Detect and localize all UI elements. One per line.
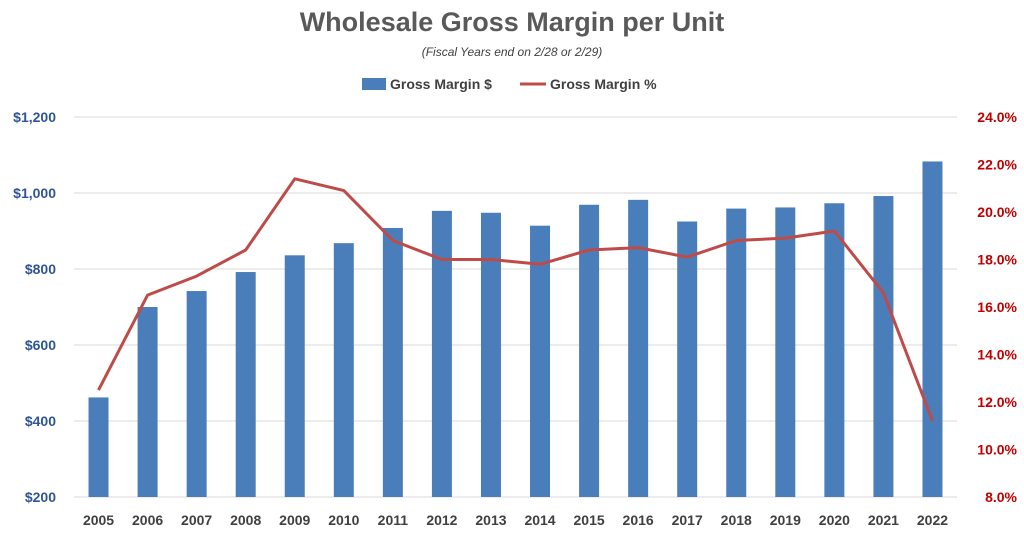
legend-label-gross-margin-dollar: Gross Margin $ [390, 76, 492, 92]
bar-2005 [88, 397, 109, 497]
x-tick-label: 2018 [721, 512, 752, 528]
right-tick-label: 16.0% [977, 299, 1017, 315]
bar-2006 [137, 307, 158, 497]
chart-title: Wholesale Gross Margin per Unit [300, 7, 725, 37]
right-tick-label: 24.0% [977, 109, 1017, 125]
bar-2022 [922, 161, 943, 497]
x-tick-label: 2006 [132, 512, 163, 528]
bar-2017 [677, 221, 698, 497]
left-tick-label: $1,000 [13, 185, 56, 201]
legend-swatch-gross-margin-dollar [362, 78, 386, 90]
x-tick-label: 2014 [524, 512, 555, 528]
bar-2019 [775, 207, 796, 497]
legend: Gross Margin $ Gross Margin % [362, 76, 657, 92]
chart-subtitle: (Fiscal Years end on 2/28 or 2/29) [422, 45, 603, 59]
right-tick-label: 12.0% [977, 394, 1017, 410]
bar-2009 [284, 255, 305, 497]
x-tick-label: 2012 [426, 512, 457, 528]
x-tick-label: 2011 [378, 512, 409, 528]
right-tick-label: 20.0% [977, 204, 1017, 220]
x-tick-label: 2007 [181, 512, 212, 528]
left-tick-label: $200 [25, 489, 56, 505]
left-tick-label: $400 [25, 413, 56, 429]
x-tick-label: 2013 [475, 512, 506, 528]
x-tick-label: 2017 [672, 512, 703, 528]
bar-2012 [431, 210, 452, 498]
x-tick-label: 2020 [819, 512, 850, 528]
bar-2008 [235, 272, 256, 497]
left-tick-label: $600 [25, 337, 56, 353]
bar-2016 [628, 199, 649, 497]
line-series [97, 177, 934, 422]
left-tick-label: $1,200 [13, 109, 56, 125]
bar-2013 [480, 212, 501, 497]
x-tick-label: 2022 [917, 512, 948, 528]
bar-2021 [873, 196, 894, 498]
bar-2014 [530, 225, 551, 497]
right-tick-label: 22.0% [977, 157, 1017, 173]
right-tick-label: 18.0% [977, 252, 1017, 268]
legend-label-gross-margin-percent: Gross Margin % [550, 76, 657, 92]
right-tick-label: 8.0% [985, 489, 1017, 505]
left-tick-label: $800 [25, 261, 56, 277]
right-axis: 8.0% 10.0% 12.0% 14.0% 16.0% 18.0% 20.0% 22.0% 2… [977, 109, 1017, 505]
bar-2015 [579, 204, 600, 497]
bar-2018 [726, 208, 747, 497]
bar-2020 [824, 203, 845, 497]
gross-margin-percent-line [97, 177, 934, 422]
gridlines [74, 116, 957, 498]
x-tick-label: 2019 [770, 512, 801, 528]
left-axis: $200 $400 $600 $800 $1,000 $1,200 [13, 109, 56, 505]
x-axis: 2005 2006 2007 2008 2009 2010 2011 2012 2013 2014… [83, 512, 948, 528]
x-tick-label: 2005 [83, 512, 114, 528]
x-tick-label: 2021 [868, 512, 899, 528]
bar-2011 [382, 227, 403, 497]
right-tick-label: 14.0% [977, 347, 1017, 363]
bar-series [88, 161, 943, 498]
x-tick-label: 2008 [230, 512, 261, 528]
x-tick-label: 2010 [328, 512, 359, 528]
x-tick-label: 2009 [279, 512, 310, 528]
x-tick-label: 2016 [623, 512, 654, 528]
bar-2007 [186, 291, 207, 497]
bar-2010 [333, 243, 354, 497]
right-tick-label: 10.0% [977, 442, 1017, 458]
x-tick-label: 2015 [574, 512, 605, 528]
